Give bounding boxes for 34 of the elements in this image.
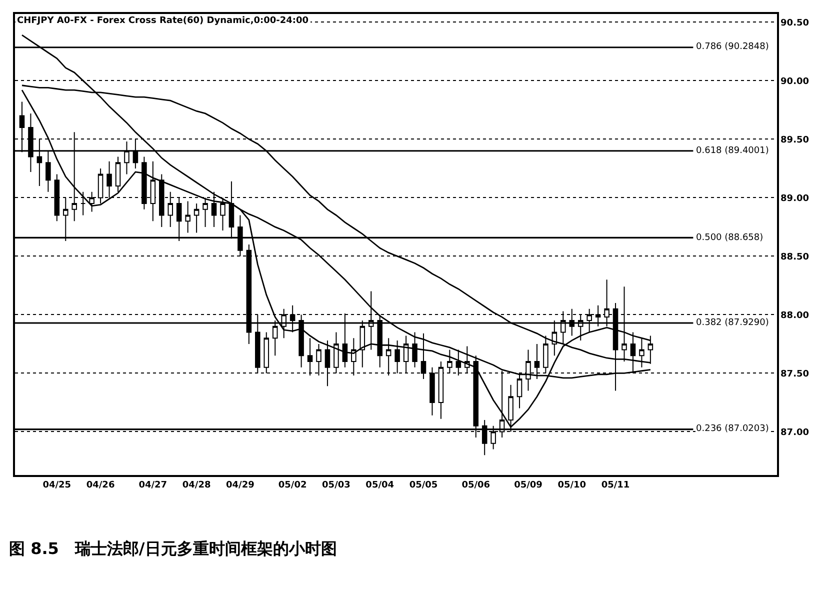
x-tick-label: 04/28 [182,480,211,491]
y-tick-label: 89.00 [780,194,810,204]
x-tick-label: 04/26 [86,480,115,491]
y-tick-label: 90.00 [780,76,810,87]
ref-line-label: 0.618 (89.4001) [696,146,769,156]
y-tick-label: 88.50 [780,252,810,262]
candlestick [98,168,104,204]
x-tick-label: 05/04 [366,480,394,491]
candlestick [194,203,200,234]
candlestick [220,197,226,231]
y-tick-label: 88.00 [780,310,810,321]
y-tick-label: 90.50 [780,18,810,28]
y-tick-label: 87.00 [780,428,810,438]
ref-line-label: 0.236 (87.0203) [696,424,769,434]
candlestick [412,332,418,368]
y-tick-label: 89.50 [780,135,810,146]
x-tick-label: 05/11 [601,480,630,491]
candlestick [115,156,121,192]
x-tick-label: 05/10 [558,480,586,491]
x-tick-label: 04/29 [226,480,254,491]
x-tick-label: 04/27 [138,480,168,491]
x-tick-label: 05/03 [322,480,350,491]
chart-title: CHFJPY A0-FX - Forex Cross Rate(60) Dynamic,0:00-24:00 [17,16,309,26]
x-tick-label: 05/05 [409,480,438,491]
ref-line-label: 0.382 (87.9290) [696,318,769,328]
x-tick-label: 05/02 [278,480,307,491]
x-tick-label: 05/06 [462,480,490,491]
ref-line-label: 0.786 (90.2848) [696,42,769,52]
x-tick-label: 04/25 [42,480,72,491]
candlestick [185,200,190,234]
caption: 图 8.5 瑞士法郎/日元多重时间框架的小时图 [9,539,337,558]
ref-line-label: 0.500 (88.658) [696,233,764,243]
x-tick-label: 05/09 [514,480,542,491]
y-tick-label: 87.50 [780,369,810,380]
